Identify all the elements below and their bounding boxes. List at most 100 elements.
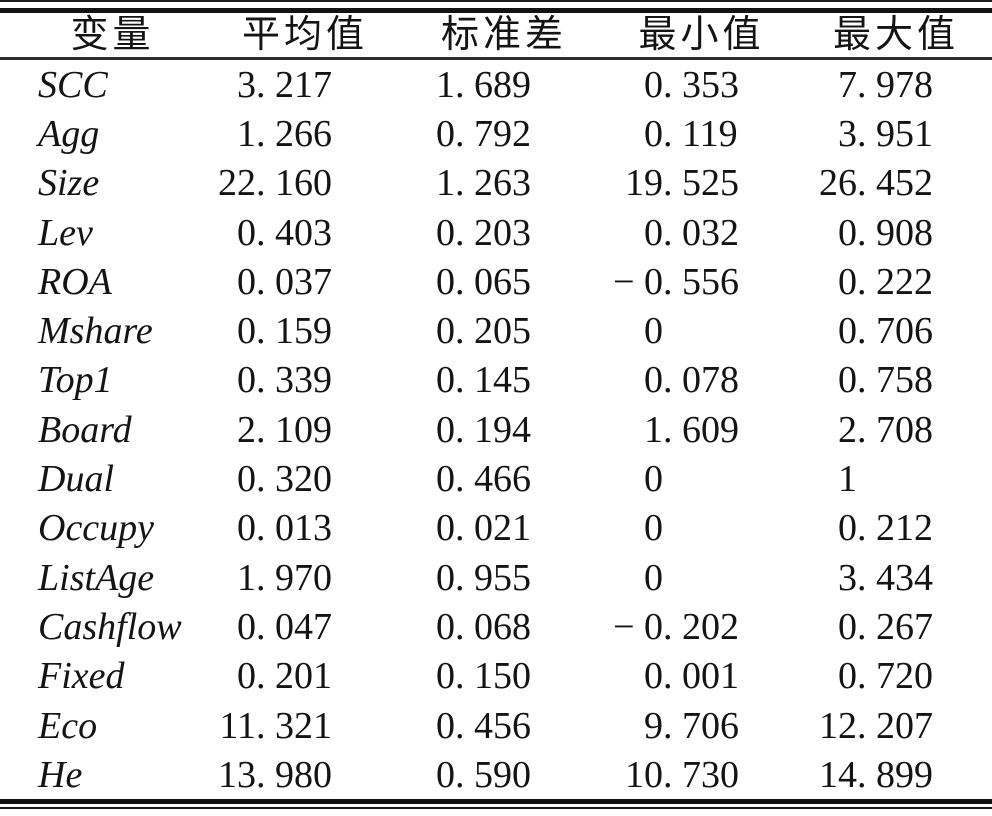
integer-part: 13 bbox=[218, 753, 256, 796]
table-row: ListAge 1. 970 0. 955 0 3. 434 bbox=[0, 553, 992, 602]
fraction-part: . 205 bbox=[455, 310, 531, 353]
fraction-part: . 980 bbox=[256, 753, 332, 796]
row-variable-label: ListAge bbox=[38, 556, 155, 599]
integer-part: 2 bbox=[237, 408, 256, 451]
cell-mean: 0. 047 bbox=[205, 608, 405, 646]
column-header-mean: 平均值 bbox=[241, 14, 368, 56]
table-row: Size 22. 160 1. 263 19. 525 26. 452 bbox=[0, 159, 992, 208]
cell-sd: 0. 792 bbox=[405, 115, 603, 153]
cell-sd: 0. 145 bbox=[405, 361, 603, 399]
fraction-part: . 353 bbox=[663, 63, 739, 106]
cell-min: − 0. 556 bbox=[603, 263, 800, 301]
cell-mean: 11. 321 bbox=[205, 707, 405, 745]
cell-max: 0. 908 bbox=[800, 214, 992, 252]
fraction-part: . 456 bbox=[455, 704, 531, 747]
integer-part: 0 bbox=[838, 359, 857, 402]
fraction-part: . 032 bbox=[663, 211, 739, 254]
integer-part: 0 bbox=[237, 260, 256, 303]
integer-part: 0 bbox=[644, 458, 663, 501]
integer-part: 9 bbox=[644, 704, 663, 747]
integer-part: 0 bbox=[237, 655, 256, 698]
cell-mean: 0. 339 bbox=[205, 361, 405, 399]
row-variable-label: SCC bbox=[38, 63, 108, 106]
row-variable-label: Dual bbox=[38, 458, 114, 501]
integer-part: 0 bbox=[644, 310, 663, 353]
integer-part: 0 bbox=[838, 211, 857, 254]
integer-part: 7 bbox=[838, 63, 857, 106]
fraction-part: . 466 bbox=[455, 458, 531, 501]
table-row: Agg 1. 266 0. 792 0. 119 3. 951 bbox=[0, 109, 992, 158]
integer-part: 0 bbox=[436, 753, 455, 796]
fraction-part: . 109 bbox=[256, 408, 332, 451]
cell-max: 0. 267 bbox=[800, 608, 992, 646]
table-row: Eco 11. 321 0. 456 9. 706 12. 207 bbox=[0, 701, 992, 750]
cell-max: 0. 758 bbox=[800, 361, 992, 399]
cell-max: 12. 207 bbox=[800, 707, 992, 745]
integer-part: 0 bbox=[644, 507, 663, 550]
cell-min: 0 bbox=[603, 509, 800, 547]
integer-part: 2 bbox=[838, 408, 857, 451]
cell-mean: 0. 320 bbox=[205, 460, 405, 498]
integer-part: 19 bbox=[625, 162, 663, 205]
fraction-part: . 263 bbox=[455, 162, 531, 205]
cell-max: 1 bbox=[800, 460, 992, 498]
row-variable-label: Cashflow bbox=[38, 605, 182, 648]
row-variable-label: ROA bbox=[38, 260, 112, 303]
fraction-part: . 706 bbox=[857, 310, 933, 353]
row-variable-label: Size bbox=[38, 162, 100, 205]
cell-max: 0. 720 bbox=[800, 657, 992, 695]
integer-part: 1 bbox=[436, 162, 455, 205]
cell-sd: 0. 203 bbox=[405, 214, 603, 252]
fraction-part: . 266 bbox=[256, 112, 332, 155]
integer-part: 12 bbox=[819, 704, 857, 747]
fraction-part: . 013 bbox=[256, 507, 332, 550]
fraction-part: . 708 bbox=[857, 408, 933, 451]
fraction-part: . 434 bbox=[857, 556, 933, 599]
integer-part: 1 bbox=[237, 112, 256, 155]
integer-part: 10 bbox=[625, 753, 663, 796]
cell-sd: 0. 150 bbox=[405, 657, 603, 695]
fraction-part: . 160 bbox=[256, 162, 332, 205]
fraction-part: . 078 bbox=[663, 359, 739, 402]
integer-part: 0 bbox=[838, 605, 857, 648]
row-variable-label: Agg bbox=[38, 112, 100, 155]
cell-mean: 13. 980 bbox=[205, 756, 405, 794]
integer-part: 0 bbox=[644, 359, 663, 402]
cell-min: 1. 609 bbox=[603, 411, 800, 449]
integer-part: 0 bbox=[436, 359, 455, 402]
table-row: SCC 3. 217 1. 689 0. 353 7. 978 bbox=[0, 60, 992, 109]
cell-sd: 0. 466 bbox=[405, 460, 603, 498]
cell-mean: 1. 970 bbox=[205, 559, 405, 597]
integer-part: 26 bbox=[819, 162, 857, 205]
fraction-part: . 159 bbox=[256, 310, 332, 353]
integer-part: 0 bbox=[436, 655, 455, 698]
row-variable-label: Board bbox=[38, 408, 132, 451]
cell-sd: 0. 205 bbox=[405, 312, 603, 350]
integer-part: 0 bbox=[237, 310, 256, 353]
table-row: Top1 0. 339 0. 145 0. 078 0. 758 bbox=[0, 356, 992, 405]
fraction-part: . 207 bbox=[857, 704, 933, 747]
fraction-part: . 525 bbox=[663, 162, 739, 205]
cell-sd: 0. 590 bbox=[405, 756, 603, 794]
cell-min: 19. 525 bbox=[603, 164, 800, 202]
cell-mean: 3. 217 bbox=[205, 66, 405, 104]
cell-min: 0 bbox=[603, 460, 800, 498]
integer-part: 0 bbox=[838, 260, 857, 303]
cell-min: 0. 119 bbox=[603, 115, 800, 153]
fraction-part: . 758 bbox=[857, 359, 933, 402]
integer-part: − 0 bbox=[613, 260, 663, 303]
integer-part: 0 bbox=[644, 556, 663, 599]
fraction-part: . 590 bbox=[455, 753, 531, 796]
cell-sd: 0. 021 bbox=[405, 509, 603, 547]
cell-mean: 0. 159 bbox=[205, 312, 405, 350]
fraction-part: . 556 bbox=[663, 260, 739, 303]
integer-part: 0 bbox=[436, 310, 455, 353]
integer-part: 3 bbox=[838, 556, 857, 599]
fraction-part: . 222 bbox=[857, 260, 933, 303]
cell-min: − 0. 202 bbox=[603, 608, 800, 646]
integer-part: 0 bbox=[436, 605, 455, 648]
integer-part: 11 bbox=[219, 704, 256, 747]
fraction-part: . 203 bbox=[455, 211, 531, 254]
table-row: Dual 0. 320 0. 466 0 1 bbox=[0, 454, 992, 503]
integer-part: 0 bbox=[436, 211, 455, 254]
